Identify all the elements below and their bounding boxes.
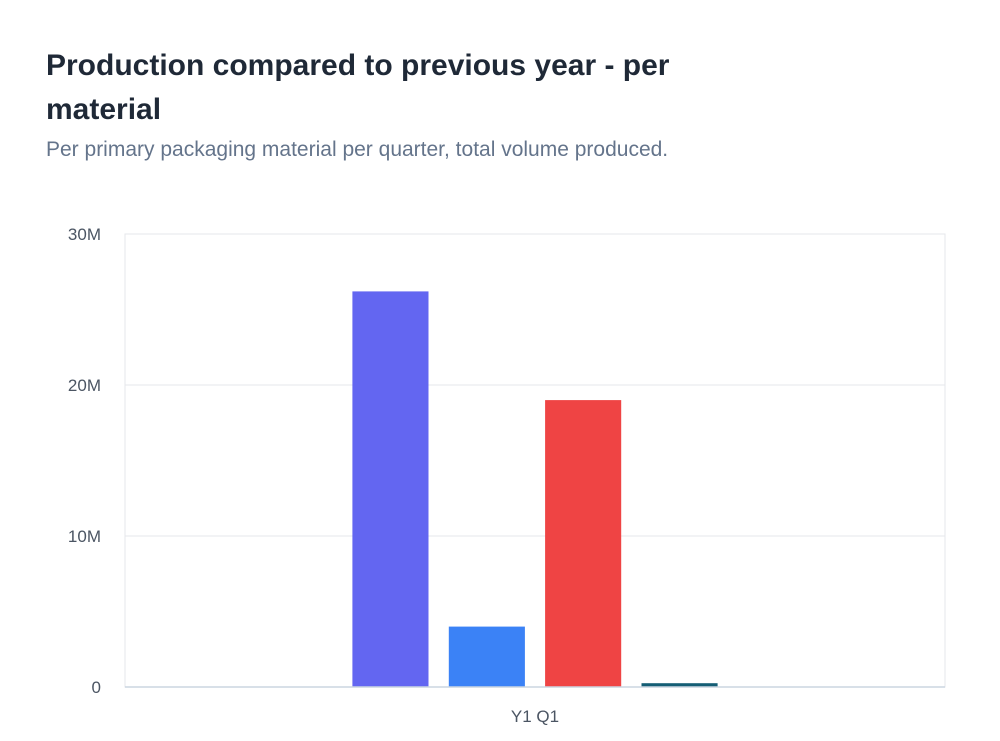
- bar-series-3[interactable]: [545, 400, 622, 687]
- y-tick-label: 10M: [68, 527, 101, 546]
- bars: [352, 291, 718, 687]
- y-tick-label: 20M: [68, 376, 101, 395]
- grid-lines: [125, 384, 945, 537]
- y-axis-ticks: 0 10M 20M 30M: [68, 225, 101, 697]
- x-tick-label: Y1 Q1: [511, 707, 559, 726]
- y-tick-label: 0: [92, 678, 101, 697]
- bar-series-4[interactable]: [641, 683, 718, 687]
- y-tick-label: 30M: [68, 225, 101, 244]
- plot-area-border: [124, 233, 946, 688]
- x-axis-ticks: Y1 Q1: [511, 707, 559, 726]
- bar-series-1[interactable]: [352, 291, 429, 687]
- bar-series-2[interactable]: [448, 626, 525, 687]
- chart-title: Production compared to previous year - p…: [46, 49, 670, 126]
- chart-subtitle: Per primary packaging material per quart…: [46, 138, 669, 161]
